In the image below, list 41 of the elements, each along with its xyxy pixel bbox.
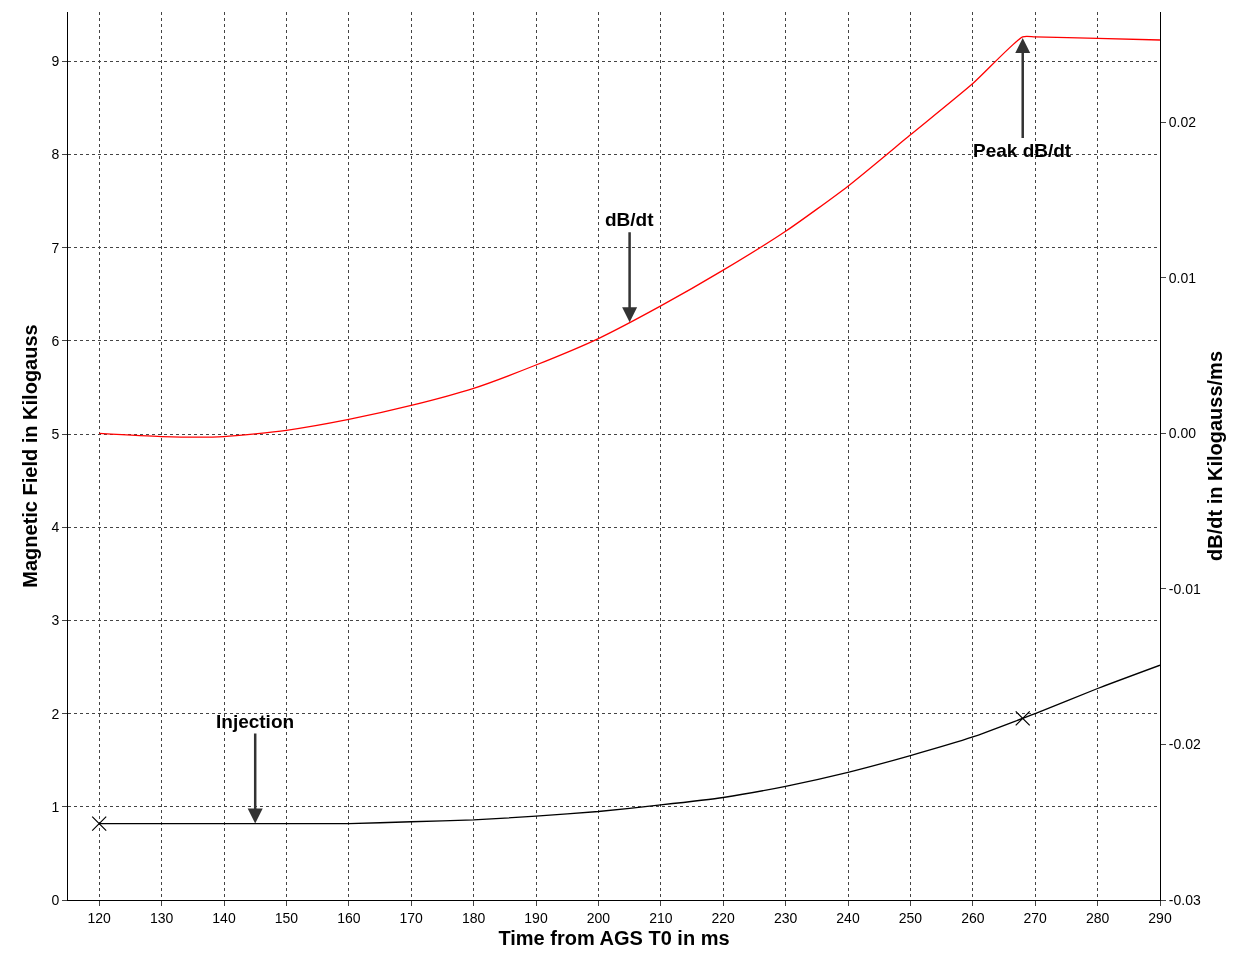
y-tick-label: 5 xyxy=(51,426,60,442)
y2-tick-label: 0.02 xyxy=(1168,114,1197,131)
annotation: dB/dt xyxy=(605,209,655,230)
x-axis-title: Time from AGS T0 in ms xyxy=(498,927,730,950)
x-tick-label: 170 xyxy=(399,909,424,926)
y2-tick-label: -0.01 xyxy=(1168,580,1201,597)
line-series xyxy=(98,35,1160,438)
y-tick-label: 1 xyxy=(51,798,60,815)
x-tick-label: 250 xyxy=(898,909,923,926)
y-tick-label: 7 xyxy=(51,239,60,256)
y2-tick-label: 0.00 xyxy=(1168,425,1197,442)
x-tick-label: 200 xyxy=(586,909,611,926)
y-tick-label: 0 xyxy=(51,891,60,908)
annotation: Peak dB/dt xyxy=(973,140,1072,161)
x-tick-label: 130 xyxy=(149,909,174,926)
y-tick-label: 8 xyxy=(51,146,60,163)
y-tick-label: 6 xyxy=(51,332,60,349)
y-tick-label: 2 xyxy=(51,705,60,722)
x-tick-label: 280 xyxy=(1085,909,1110,926)
y-tick-label: 4 xyxy=(51,519,60,536)
x-tick-label: 290 xyxy=(1148,909,1172,926)
x-tick-label: 140 xyxy=(212,909,236,926)
x-tick-label: 220 xyxy=(711,909,736,926)
x-tick-label: 160 xyxy=(337,909,361,926)
y2-axis-title: dB/dt in Kilogauss/ms xyxy=(1204,350,1227,562)
y-axis-title: Magnetic Field in Kilogauss xyxy=(18,324,41,588)
x-tick-label: 190 xyxy=(524,909,548,926)
x-tick-label: 270 xyxy=(1023,909,1048,926)
y2-tick-label: 0.01 xyxy=(1168,269,1197,286)
x-tick-label: 210 xyxy=(649,909,673,926)
x-tick-label: 240 xyxy=(836,909,860,926)
y2-tick-label: -0.02 xyxy=(1168,736,1201,753)
x-tick-label: 260 xyxy=(961,909,985,926)
x-tick-label: 180 xyxy=(461,909,486,926)
y2-tick-label: -0.03 xyxy=(1168,891,1201,908)
y-tick-label: 9 xyxy=(51,53,60,70)
annotation: Injection xyxy=(216,711,295,732)
x-tick-label: 150 xyxy=(274,909,299,926)
x-tick-label: 120 xyxy=(87,909,112,926)
y-tick-label: 3 xyxy=(51,612,60,629)
x-tick-label: 230 xyxy=(773,909,798,926)
